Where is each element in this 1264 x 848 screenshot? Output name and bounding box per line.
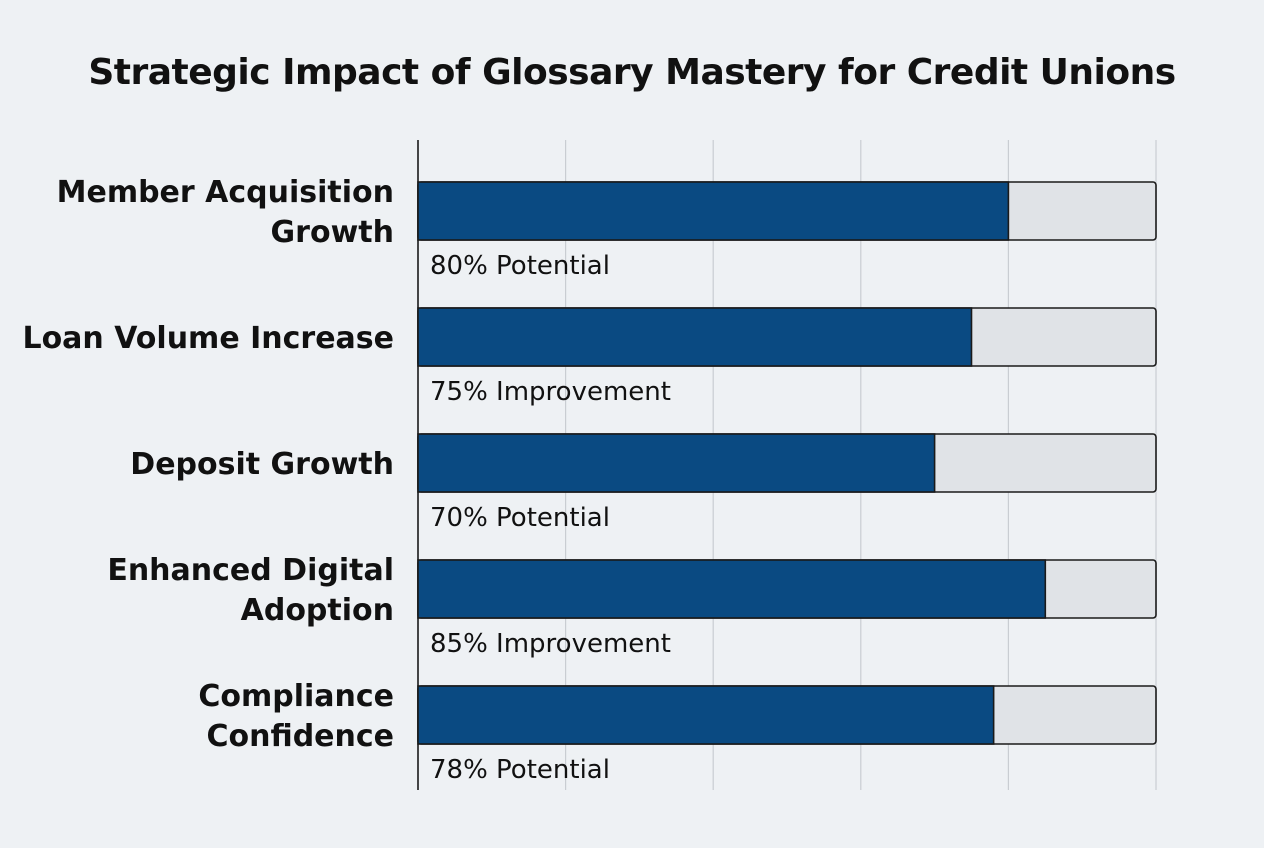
labels-layer: 80% Potential Member Acquisition Growth 75%… xyxy=(22,175,671,785)
category-label-3-1: Adoption xyxy=(241,593,394,628)
category-label-0-0: Member Acquisition xyxy=(57,175,394,210)
bar-3 xyxy=(417,559,1047,619)
category-label-3-0: Enhanced Digital xyxy=(107,553,394,588)
category-label-0-1: Growth xyxy=(271,215,394,250)
category-label-2-0: Deposit Growth xyxy=(130,447,394,482)
bar-4 xyxy=(417,685,995,745)
category-label-4-0: Compliance xyxy=(198,679,394,714)
category-label-1-0: Loan Volume Increase xyxy=(22,321,394,356)
data-label-2: 70% Potential xyxy=(430,503,610,533)
bar-2 xyxy=(417,433,936,493)
data-label-4: 78% Potential xyxy=(430,755,610,785)
bars-layer xyxy=(417,181,1157,745)
category-label-4-1: Confidence xyxy=(206,719,394,754)
data-label-1: 75% Improvement xyxy=(430,377,671,407)
bar-0 xyxy=(417,181,1010,241)
bar-1 xyxy=(417,307,973,367)
data-label-3: 85% Improvement xyxy=(430,629,671,659)
data-label-0: 80% Potential xyxy=(430,251,610,281)
chart-title: Strategic Impact of Glossary Mastery for… xyxy=(88,52,1176,93)
